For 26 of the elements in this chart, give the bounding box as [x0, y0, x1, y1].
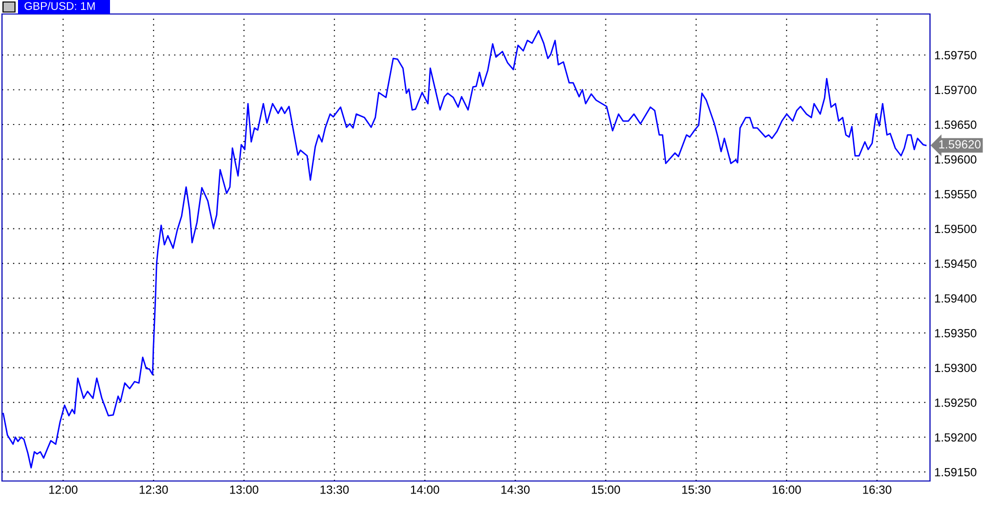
x-tick-label: 15:00 — [592, 485, 620, 494]
y-tick-label: 1.59700 — [935, 86, 976, 94]
x-tick-label: 15:30 — [682, 485, 710, 494]
y-tick-label: 1.59650 — [935, 120, 976, 129]
x-tick-label: 13:00 — [230, 485, 258, 494]
y-tick-label: 1.59300 — [935, 364, 976, 372]
x-tick-label: 12:00 — [49, 485, 78, 494]
y-tick-label: 1.59350 — [935, 329, 976, 338]
y-tick-label: 1.59400 — [935, 294, 976, 303]
x-tick-label: 16:00 — [772, 485, 801, 494]
y-tick-label: 1.59550 — [935, 190, 976, 198]
annotation: 1.59620 — [939, 140, 981, 149]
x-tick-label: 14:00 — [410, 485, 440, 494]
x-tick-label: 16:30 — [863, 485, 892, 494]
y-tick-label: 1.59250 — [935, 398, 976, 407]
y-tick-label: 1.59750 — [935, 51, 976, 60]
y-tick-label: 1.59200 — [935, 433, 976, 442]
y-tick-label: 1.59450 — [935, 260, 976, 268]
x-tick-label: 14:30 — [501, 485, 530, 494]
line-series — [2, 30, 927, 468]
y-tick-label: 1.59500 — [935, 224, 976, 234]
y-tick-label: 1.59150 — [935, 468, 976, 476]
x-tick-label: 13:30 — [320, 485, 349, 494]
chart-title: GBP/USD: 1M — [24, 2, 95, 10]
x-tick-label: 12:30 — [140, 485, 168, 494]
y-tick-label: 1.59600 — [935, 155, 976, 164]
